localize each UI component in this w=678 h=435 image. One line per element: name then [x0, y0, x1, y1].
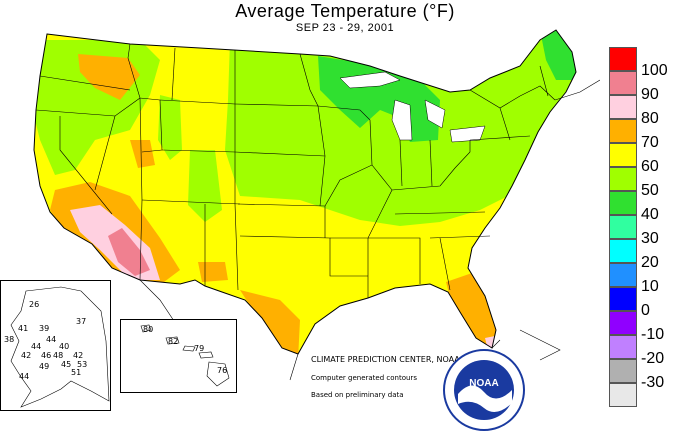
noaa-logo-icon: NOAA [443, 349, 525, 431]
legend-swatch [609, 191, 637, 215]
lake-erie [449, 125, 486, 143]
legend-swatch [609, 71, 637, 95]
alaska-station-label: 41 [18, 324, 29, 333]
state-boundaries [33, 29, 577, 355]
alaska-station-label: 44 [46, 335, 57, 344]
legend-swatch [609, 239, 637, 263]
alaska-station-label: 51 [71, 368, 82, 377]
hawaii-inset: 80 82 79 76 [120, 319, 237, 393]
zone-70s-south-texas [240, 290, 300, 354]
noaa-logo-text: NOAA [469, 378, 498, 389]
map-subtitle: SEP 23 - 29, 2001 [295, 22, 395, 34]
legend-tick-label: 40 [641, 206, 659, 223]
alaska-station-label: 53 [77, 360, 88, 369]
legend-swatch [609, 311, 637, 335]
legend-tick-label: 100 [641, 62, 668, 79]
legend-tick-label: 0 [641, 302, 650, 319]
legend-tick-label: 10 [641, 278, 659, 295]
legend-tick-label: -10 [641, 326, 665, 343]
zone-50s-colorado [188, 150, 222, 222]
legend-tick-label: 90 [641, 86, 659, 103]
legend-tick-label: 80 [641, 110, 659, 127]
alaska-station-label: 49 [39, 362, 50, 371]
legend-swatch [609, 263, 637, 287]
alaska-station-label: 26 [29, 300, 40, 309]
credit-contours: Computer generated contours [311, 374, 417, 382]
alaska-inset: 26 37 41 39 38 44 44 40 42 46 48 42 49 4… [0, 280, 111, 411]
legend-tick-label: 70 [641, 134, 659, 151]
alaska-station-label: 40 [59, 342, 70, 351]
legend-tick-label: 50 [641, 182, 659, 199]
credit-center: CLIMATE PREDICTION CENTER, NOAA [311, 355, 460, 364]
zone-70s-utah [130, 140, 155, 168]
legend-tick-label: 60 [641, 158, 659, 175]
alaska-station-label: 37 [76, 317, 87, 326]
alaska-station-label: 45 [61, 360, 72, 369]
credit-data: Based on preliminary data [311, 391, 404, 399]
legend-swatch [609, 215, 637, 239]
legend-tick-label: 30 [641, 230, 659, 247]
hawaii-station-label: 76 [217, 366, 228, 375]
hawaii-station-label: 80 [143, 325, 154, 334]
hawaii-station-label: 79 [194, 344, 205, 353]
lake-superior [339, 71, 401, 89]
legend-tick-label: -20 [641, 350, 665, 367]
legend-swatch [609, 95, 637, 119]
alaska-station-label: 42 [21, 351, 32, 360]
legend-swatch [609, 47, 637, 71]
zone-40s-maine [540, 30, 576, 80]
map-title: Average Temperature (°F) [235, 1, 455, 21]
lake-michigan [391, 99, 413, 141]
alaska-station-label: 44 [31, 342, 42, 351]
zone-70s-oregon [78, 54, 140, 100]
legend-swatch [609, 143, 637, 167]
zone-70s-florida [446, 272, 498, 350]
legend-swatch [609, 167, 637, 191]
alaska-station-label: 39 [39, 324, 50, 333]
lake-huron [424, 99, 446, 129]
alaska-station-label: 46 [41, 351, 52, 360]
legend-tick-label: -30 [641, 374, 665, 391]
zone-90s-arizona [108, 228, 150, 276]
hawaii-station-label: 82 [168, 337, 179, 346]
legend-swatch [609, 287, 637, 311]
zone-70s-west-texas [198, 262, 228, 282]
zone-50s-rockies [158, 95, 182, 160]
alaska-station-label: 44 [19, 372, 30, 381]
alaska-station-label: 42 [73, 351, 84, 360]
legend-swatch [609, 119, 637, 143]
hawaii-islands [140, 324, 230, 387]
legend-swatch [609, 359, 637, 383]
legend-swatch [609, 335, 637, 359]
alaska-outline [10, 286, 110, 408]
temperature-map [33, 29, 600, 381]
alaska-station-label: 38 [4, 335, 15, 344]
legend-swatch [609, 383, 637, 407]
alaska-station-label: 48 [53, 351, 64, 360]
color-legend [609, 47, 637, 407]
legend-tick-label: 20 [641, 254, 659, 271]
